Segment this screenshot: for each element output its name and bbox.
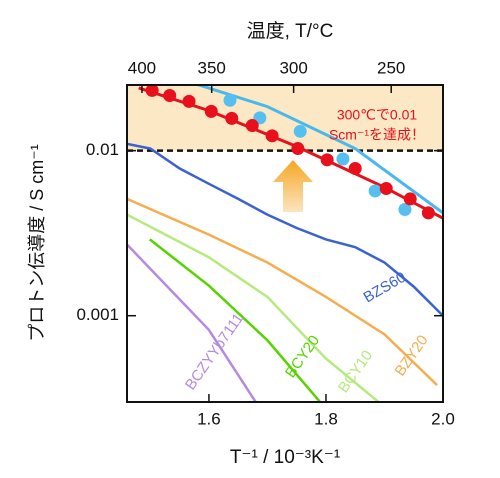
- series-line: [127, 197, 438, 386]
- data-point: [403, 192, 417, 206]
- series-label: BZY20: [391, 332, 431, 379]
- data-point: [336, 152, 350, 166]
- data-point: [223, 93, 237, 107]
- data-point: [320, 153, 334, 167]
- x-tick-label: 1.8: [314, 409, 338, 428]
- x2-axis-title: 温度, T/°C: [247, 20, 334, 42]
- data-point: [204, 104, 218, 118]
- target-region: [127, 85, 443, 151]
- data-point: [182, 94, 196, 108]
- y-tick-label: 0.01: [86, 140, 119, 159]
- series-line: [127, 213, 380, 402]
- x2-tick-label: 350: [198, 58, 226, 77]
- series-line: [127, 243, 257, 402]
- y-axis-title: プロトン伝導度 / S cm⁻¹: [27, 144, 47, 342]
- data-point: [245, 119, 259, 133]
- x2-tick-label: 250: [377, 58, 405, 77]
- x-tick-label: 2.0: [431, 409, 455, 428]
- series-label: BCZYYb7111: [182, 310, 247, 393]
- series-line: [149, 238, 322, 402]
- y-tick-label: 0.001: [76, 305, 119, 324]
- x2-tick-label: 300: [279, 58, 307, 77]
- annotation: 300℃で0.01: [337, 107, 418, 123]
- data-point: [348, 161, 362, 175]
- data-point: [379, 181, 393, 195]
- data-point: [368, 184, 382, 198]
- data-point: [398, 203, 412, 217]
- data-point: [293, 124, 307, 138]
- series-label: BZS60: [361, 269, 409, 307]
- x2-tick-label: 400: [128, 58, 156, 77]
- plot-area: [127, 85, 443, 402]
- arrow: [273, 160, 313, 212]
- x-tick-label: 1.6: [197, 409, 221, 428]
- data-point: [225, 111, 239, 125]
- x-axis-title: T⁻¹ / 10⁻³K⁻¹: [230, 447, 340, 468]
- data-point: [291, 142, 305, 156]
- data-point: [163, 88, 177, 102]
- data-point: [145, 85, 159, 97]
- annotation: Scm⁻¹を達成！: [329, 127, 425, 143]
- frame: [126, 84, 444, 403]
- data-point: [421, 206, 435, 220]
- series-line: [127, 142, 443, 317]
- series-label: BCY20: [282, 332, 323, 381]
- data-point: [265, 129, 279, 143]
